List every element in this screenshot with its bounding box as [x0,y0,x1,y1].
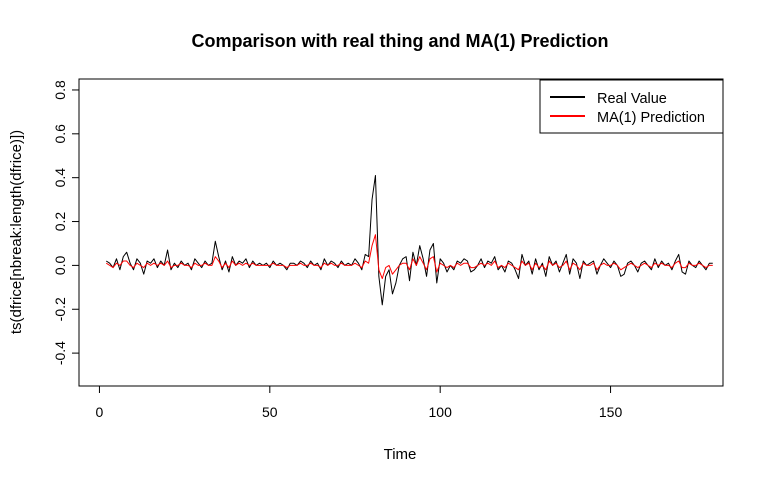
legend-label-real-value: Real Value [597,91,667,107]
y-tick-label: 0.0 [52,255,68,275]
y-tick-label: 0.4 [52,168,68,188]
x-tick-label: 50 [262,404,278,420]
chart-title: Comparison with real thing and MA(1) Pre… [191,31,608,51]
legend-box [539,79,724,134]
y-axis: -0.4 -0.2 0.0 0.2 0.4 0.6 0.8 [52,80,80,365]
y-tick-label: -0.2 [52,297,68,321]
x-tick-label: 0 [96,404,104,420]
y-tick-label: 0.6 [52,124,68,144]
y-tick-label: 0.2 [52,212,68,232]
legend-label-ma1-prediction: MA(1) Prediction [597,110,705,126]
x-tick-label: 150 [599,404,623,420]
legend: Real Value MA(1) Prediction [539,79,724,134]
x-axis: 0 50 100 150 [96,385,623,420]
x-axis-label: Time [384,446,417,463]
series-group [105,174,713,306]
x-tick-label: 100 [429,404,453,420]
y-tick-label: 0.8 [52,80,68,100]
y-tick-label: -0.4 [52,341,68,365]
series-line-ma-1-prediction [105,234,713,280]
y-axis-label: ts(dfrice[nbreak:length(dfrice)]) [8,130,25,334]
series-line-real-value [105,174,713,306]
